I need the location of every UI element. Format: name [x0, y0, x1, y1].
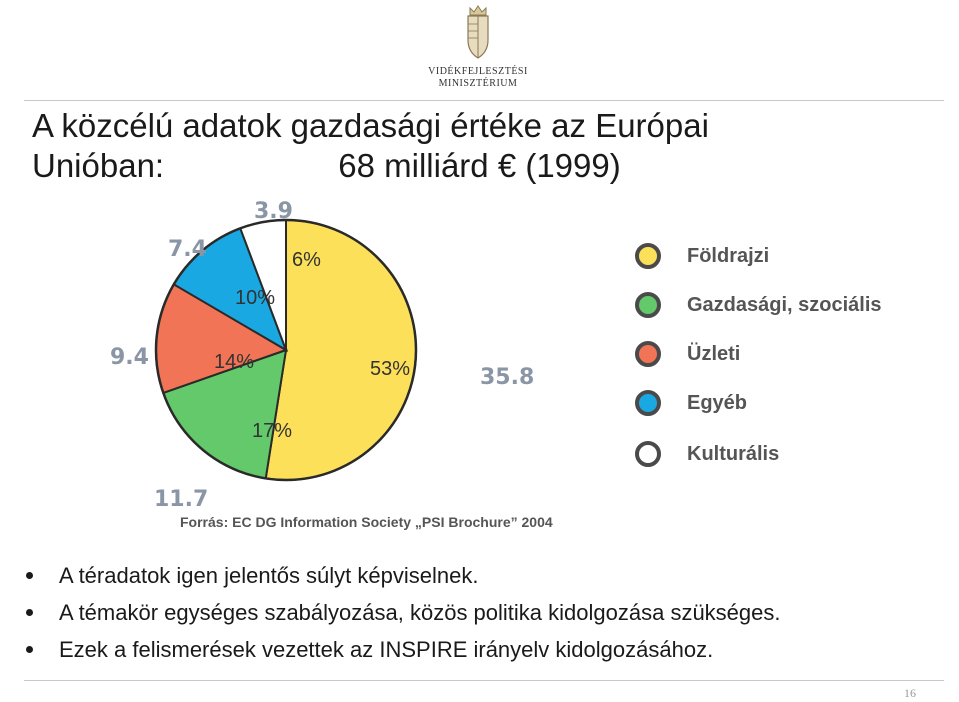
bullet-dot — [26, 571, 33, 579]
legend-item-gazdasagi: Gazdasági, szociális — [635, 285, 882, 325]
pie-chart: 53% 17% 14% 10% 6% 35.8 11.7 9.4 7.4 3.9 — [92, 192, 692, 522]
header-divider — [24, 100, 944, 101]
footer-divider — [24, 680, 944, 681]
percent-label-foldrajzi: 53% — [370, 358, 410, 380]
bullet-item: A témakör egységes szabályozása, közös p… — [26, 598, 781, 628]
legend-item-foldrajzi: Földrajzi — [635, 236, 769, 276]
ministry-logo — [408, 4, 548, 96]
percent-label-uzleti: 14% — [214, 351, 254, 373]
legend-swatch-white — [635, 441, 661, 467]
bullet-dot — [26, 608, 33, 616]
legend-label: Üzleti — [687, 342, 741, 365]
legend-item-uzleti: Üzleti — [635, 334, 740, 374]
bullet-item: A téradatok igen jelentős súlyt képvisel… — [26, 561, 478, 591]
percent-label-egyeb: 10% — [235, 287, 275, 309]
legend-swatch-yellow — [635, 243, 661, 269]
value-label-uzleti: 9.4 — [110, 345, 149, 370]
coat-of-arms-icon — [467, 5, 489, 59]
pie-outline — [154, 218, 418, 482]
page-number: 16 — [904, 686, 916, 700]
chart-source: Forrás: EC DG Information Society „PSI B… — [180, 514, 553, 530]
percent-label-gazdasagi: 17% — [252, 420, 292, 442]
slide-title-line1: A közcélú adatok gazdasági értéke az Eur… — [32, 107, 709, 184]
legend-item-kulturalis: Kulturális — [635, 434, 779, 474]
bullet-item: Ezek a felismerések vezettek az INSPIRE … — [26, 635, 713, 665]
value-label-egyeb: 7.4 — [168, 237, 207, 262]
legend-swatch-blue — [635, 390, 661, 416]
legend-swatch-green — [635, 292, 661, 318]
bullet-text: Ezek a felismerések vezettek az INSPIRE … — [59, 637, 714, 662]
legend-label: Gazdasági, szociális — [687, 293, 882, 316]
value-label-gazdasagi: 11.7 — [154, 487, 208, 512]
pie-chart-svg: 53% 17% 14% 10% 6% 35.8 11.7 9.4 7.4 3.9 — [110, 199, 534, 512]
legend-label: Egyéb — [687, 391, 748, 414]
bullet-text: A téradatok igen jelentős súlyt képvisel… — [59, 563, 479, 588]
slide-title-line2: 68 milliárd € (1999) — [338, 147, 621, 184]
legend-label: Kulturális — [687, 442, 780, 465]
legend-label: Földrajzi — [687, 244, 770, 267]
legend-swatch-red — [635, 341, 661, 367]
legend-item-egyeb: Egyéb — [635, 383, 747, 423]
bullet-text: A témakör egységes szabályozása, közös p… — [59, 600, 781, 625]
percent-label-kulturalis: 6% — [292, 249, 321, 271]
ministry-name-line2: MINISZTÉRIUM — [438, 78, 518, 89]
bullet-dot — [26, 645, 33, 653]
value-label-kulturalis: 3.9 — [254, 199, 293, 224]
value-label-foldrajzi: 35.8 — [480, 365, 534, 390]
ministry-name-line1: VIDÉKFEJLESZTÉSI — [428, 66, 528, 77]
